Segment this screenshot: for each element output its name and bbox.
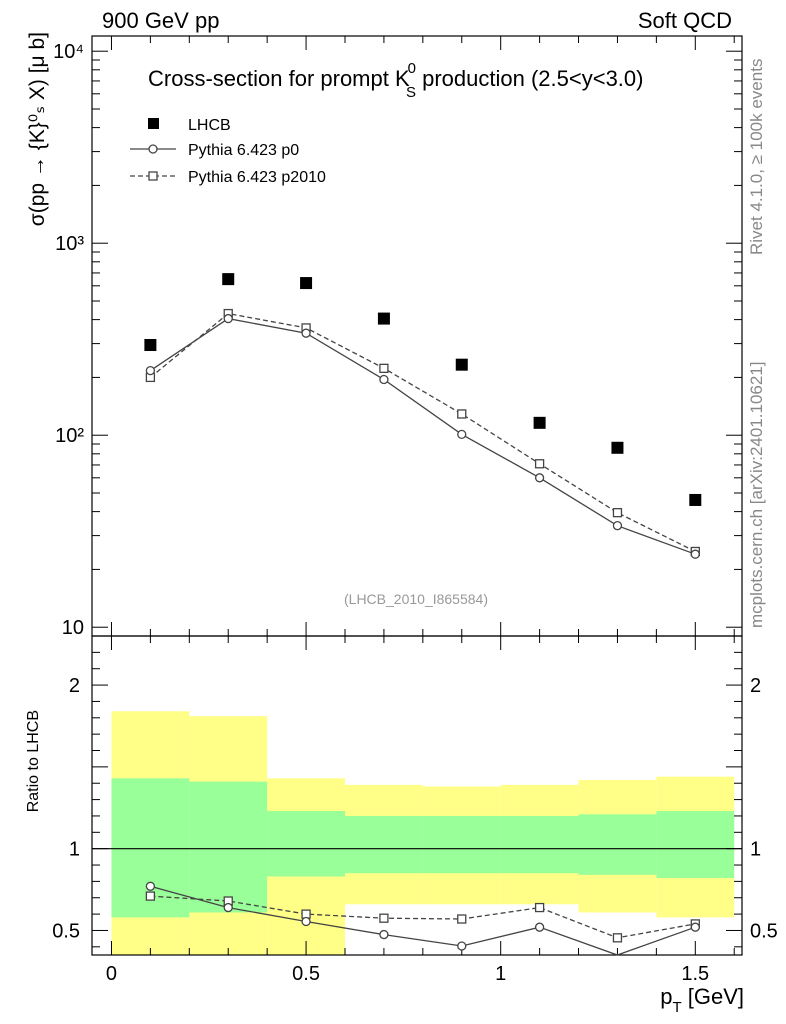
lower-y-tick-label: 2 [69,675,80,697]
lower-p0-marker [457,941,467,951]
x-axis-label-main: p [660,984,672,1009]
upper-p0-marker [457,429,467,440]
upper-y-tick-label: 10⁴ [53,41,84,63]
lower-p2010-marker [379,913,389,923]
plot-title-sup: 0 [408,60,416,77]
upper-p0-marker [612,521,623,531]
legend-label-lhcb: LHCB [188,117,231,134]
x-axis-label: pT [GeV] [660,984,744,1016]
plot-title-main: Cross-section for prompt K [148,66,410,91]
upper-p2010-marker [457,409,467,419]
plot-title: Cross-section for prompt K0 S production … [148,60,643,101]
ratio-bands [111,711,735,955]
lower-p2010-marker [612,933,623,943]
lower-p0-marker [690,922,700,932]
upper-p2010-marker [379,363,389,373]
band-1sigma-1 [189,781,268,913]
plot-title-tail: production (2.5<y<3.0) [416,66,643,91]
upper-y-axis-label: σ(pp → {K}⁰ₛ X) [μ b] [26,32,49,226]
upper-lhcb-marker [300,277,313,290]
upper-series [144,273,702,559]
upper-p0-marker [145,365,156,376]
header-right-label: Soft QCD [638,8,732,33]
lower-p2010-marker [534,902,545,913]
lower-p0-marker [379,929,389,940]
lower-p2010-line [150,895,696,939]
upper-p2010-marker [534,459,545,469]
x-axis-label-sub: T [672,999,681,1016]
upper-lhcb-marker [222,273,235,286]
x-tick-label: 1 [495,963,506,985]
upper-p2010-marker [612,508,623,518]
x-axis-label-tail: [GeV] [682,984,744,1009]
lower-axes: 0 0.5 1 1.5 0.5 0.5 1 1 2 2 [52,635,778,985]
band-1sigma-5 [500,815,579,874]
upper-lhcb-marker [689,493,702,506]
mcplots-label: mcplots.cern.ch [arXiv:2401.10621] [747,362,766,628]
upper-p0-marker [301,328,311,338]
lower-p2010-marker [457,914,467,924]
upper-p0-marker [223,313,233,324]
x-tick-label: 0.5 [292,963,320,985]
legend-marker-lhcb [148,118,159,129]
lower-p0-marker [534,922,545,932]
lower-p2010-marker [145,891,156,901]
lower-series [145,881,700,956]
lower-p0-marker [145,881,156,891]
legend-label-p0: Pythia 6.423 p0 [188,142,299,159]
upper-lhcb-marker [144,339,157,352]
lower-y-tick-label-right: 2 [750,675,761,697]
upper-lhcb-marker [455,358,468,371]
band-1sigma-4 [422,815,501,874]
upper-lhcb-marker [533,416,546,429]
lower-p0-marker [301,916,311,927]
upper-p0-marker [690,549,700,559]
band-1sigma-6 [578,814,657,875]
upper-p0-line [150,317,696,555]
upper-p0-marker [534,473,545,483]
upper-p2010-line [149,312,696,553]
rivet-label: Rivet 4.1.0, ≥ 100k events [747,59,766,255]
lower-y-axis-label: Ratio to LHCB [25,710,42,812]
x-tick-label: 1.5 [681,963,709,985]
band-1sigma-2 [267,811,345,877]
upper-lhcb-marker [377,312,390,325]
upper-y-tick-label: 10² [55,425,84,447]
x-tick-label: 0 [106,963,117,985]
plot-title-sub: S [406,84,416,101]
lower-p0-marker [223,902,233,913]
legend-marker-p0 [148,144,158,154]
lower-y-tick-label: 0.5 [52,920,80,942]
upper-p0-marker [379,374,389,385]
legend-marker-p2010 [148,171,158,181]
lower-frame [91,635,743,956]
legend-label-p2010: Pythia 6.423 p2010 [188,169,326,186]
lower-y-tick-label-right: 1 [750,839,761,861]
band-1sigma-7 [656,811,735,879]
legend: LHCB Pythia 6.423 p0 Pythia 6.423 p2010 [130,117,326,186]
lower-y-tick-label: 1 [69,839,80,861]
upper-y-tick-label: 10³ [55,233,84,255]
upper-lhcb-marker [611,441,624,454]
lower-y-tick-label-right: 0.5 [750,920,778,942]
header-left-label: 900 GeV pp [102,8,219,33]
upper-y-tick-label: 10 [62,617,84,639]
band-1sigma-3 [344,815,423,874]
analysis-label: (LHCB_2010_I865584) [344,591,488,607]
lower-p0-line [150,885,696,956]
